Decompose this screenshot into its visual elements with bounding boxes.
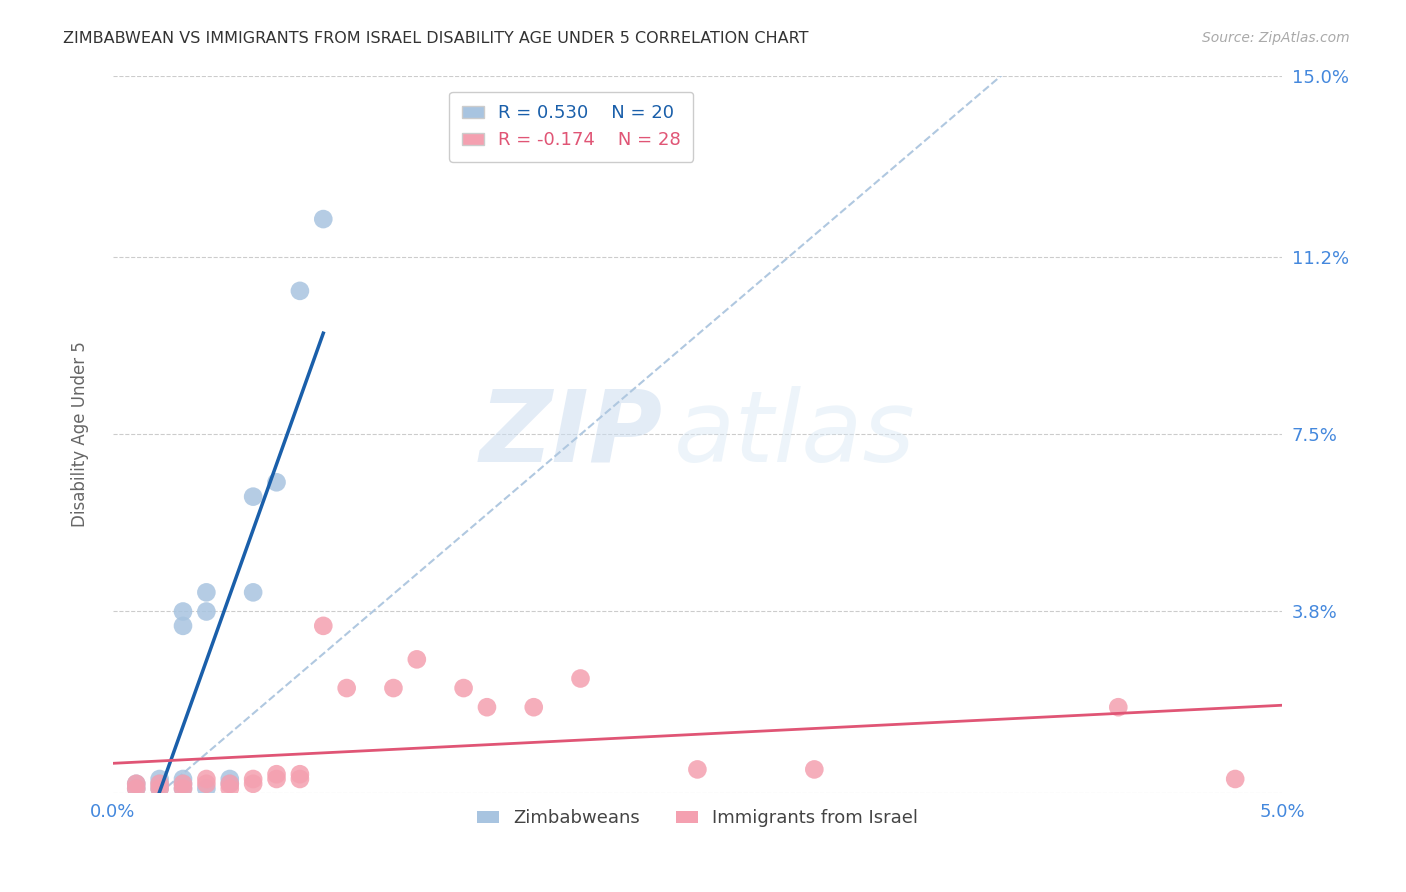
Point	[382, 681, 405, 695]
Point	[149, 777, 172, 791]
Point	[149, 777, 172, 791]
Point	[242, 490, 264, 504]
Point	[312, 619, 335, 633]
Point	[242, 585, 264, 599]
Point	[453, 681, 475, 695]
Point	[218, 777, 240, 791]
Point	[569, 672, 592, 686]
Point	[195, 781, 218, 796]
Point	[125, 777, 148, 791]
Point	[1107, 700, 1129, 714]
Y-axis label: Disability Age Under 5: Disability Age Under 5	[72, 342, 89, 527]
Point	[288, 772, 311, 786]
Text: ZIMBABWEAN VS IMMIGRANTS FROM ISRAEL DISABILITY AGE UNDER 5 CORRELATION CHART: ZIMBABWEAN VS IMMIGRANTS FROM ISRAEL DIS…	[63, 31, 808, 46]
Point	[475, 700, 498, 714]
Point	[125, 781, 148, 796]
Point	[242, 772, 264, 786]
Text: Source: ZipAtlas.com: Source: ZipAtlas.com	[1202, 31, 1350, 45]
Point	[195, 772, 218, 786]
Point	[172, 781, 194, 796]
Text: ZIP: ZIP	[479, 386, 662, 483]
Point	[686, 763, 709, 777]
Point	[149, 781, 172, 796]
Point	[1225, 772, 1247, 786]
Point	[172, 619, 194, 633]
Point	[149, 781, 172, 796]
Point	[125, 781, 148, 796]
Point	[149, 772, 172, 786]
Point	[312, 212, 335, 227]
Point	[336, 681, 359, 695]
Point	[218, 781, 240, 796]
Point	[218, 777, 240, 791]
Point	[266, 767, 288, 781]
Point	[195, 777, 218, 791]
Point	[172, 781, 194, 796]
Point	[172, 605, 194, 619]
Point	[195, 605, 218, 619]
Point	[172, 777, 194, 791]
Point	[266, 772, 288, 786]
Point	[288, 767, 311, 781]
Text: atlas: atlas	[673, 386, 915, 483]
Point	[266, 475, 288, 490]
Point	[523, 700, 546, 714]
Point	[125, 777, 148, 791]
Point	[172, 777, 194, 791]
Point	[405, 652, 427, 666]
Point	[172, 772, 194, 786]
Point	[803, 763, 825, 777]
Point	[195, 585, 218, 599]
Legend: Zimbabweans, Immigrants from Israel: Zimbabweans, Immigrants from Israel	[470, 802, 925, 835]
Point	[242, 777, 264, 791]
Point	[218, 772, 240, 786]
Point	[288, 284, 311, 298]
